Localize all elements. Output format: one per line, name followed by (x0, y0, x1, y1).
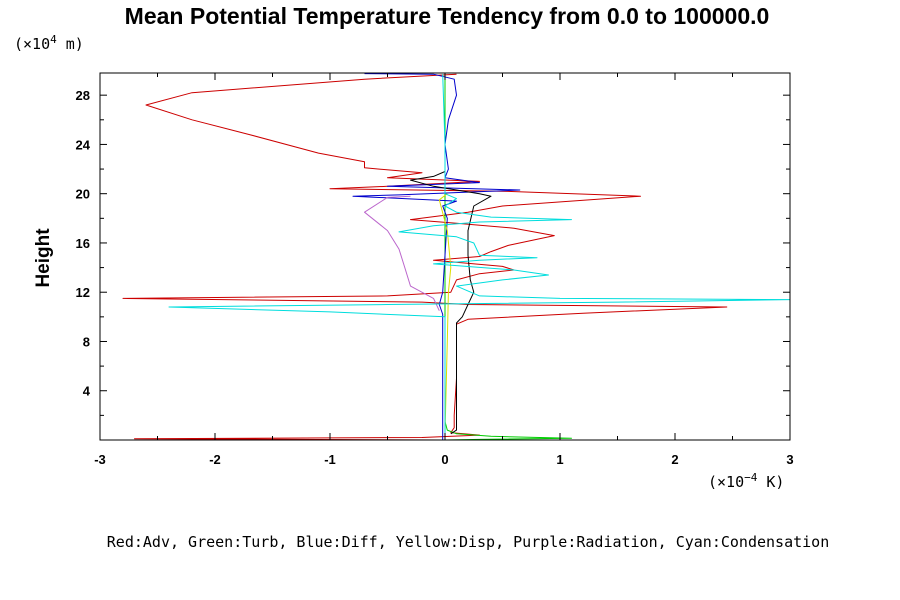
series-line-2 (352, 73, 521, 440)
y-tick-label: 24 (76, 137, 91, 152)
y-tick-label: 12 (76, 285, 90, 300)
y-tick-label: 8 (83, 334, 90, 349)
series-line-1 (444, 74, 572, 440)
chart-title: Mean Potential Temperature Tendency from… (125, 3, 770, 29)
y-axis-label: Height (33, 228, 54, 288)
y-tick-label: 28 (76, 88, 90, 103)
x-tick-label: 3 (786, 452, 793, 467)
series-line-6 (168, 74, 790, 440)
y-tick-label: 4 (83, 384, 91, 399)
x-tick-label: 2 (671, 452, 678, 467)
x-scale-label: (×10−4 K) (708, 471, 784, 491)
series-line-0 (122, 73, 728, 440)
legend-text: Red:Adv, Green:Turb, Blue:Diff, Yellow:D… (107, 533, 829, 551)
x-tick-label: 0 (441, 452, 448, 467)
x-tick-label: 1 (556, 452, 563, 467)
series-layer (122, 73, 790, 440)
series-line-4 (438, 193, 452, 434)
x-tick-label: -1 (324, 452, 336, 467)
y-tick-label: 16 (76, 236, 90, 251)
x-tick-label: -2 (209, 452, 221, 467)
series-line-3 (410, 171, 492, 435)
x-axis: -3 -2 -1 0 1 2 3 (94, 73, 794, 467)
series-line-5 (364, 195, 440, 311)
y-axis: 4 8 12 16 20 24 28 (76, 88, 790, 441)
y-scale-label: (×104 m) (14, 33, 84, 53)
x-tick-label: -3 (94, 452, 106, 467)
y-tick-label: 20 (76, 187, 90, 202)
